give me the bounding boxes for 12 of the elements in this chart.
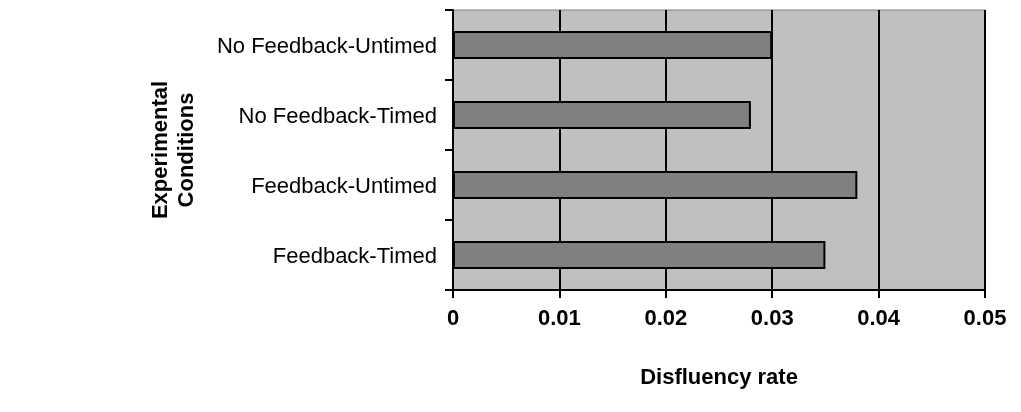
y-tick-label: No Feedback-Untimed <box>216 32 437 58</box>
x-tick-label: 0.02 <box>644 304 688 330</box>
x-tick-label: 0 <box>446 304 460 330</box>
y-axis-title: Experimental Conditions <box>146 80 198 220</box>
y-tick-label: Feedback-Untimed <box>251 172 437 198</box>
x-axis-title: Disfluency rate <box>640 363 798 389</box>
y-tick-label: Feedback-Timed <box>272 242 437 268</box>
x-tick-label: 0.01 <box>537 304 581 330</box>
y-tick-label: No Feedback-Timed <box>238 102 437 128</box>
x-tick-label: 0.03 <box>750 304 794 330</box>
x-tick-label: 0.05 <box>963 304 1007 330</box>
x-tick-label: 0.04 <box>857 304 901 330</box>
